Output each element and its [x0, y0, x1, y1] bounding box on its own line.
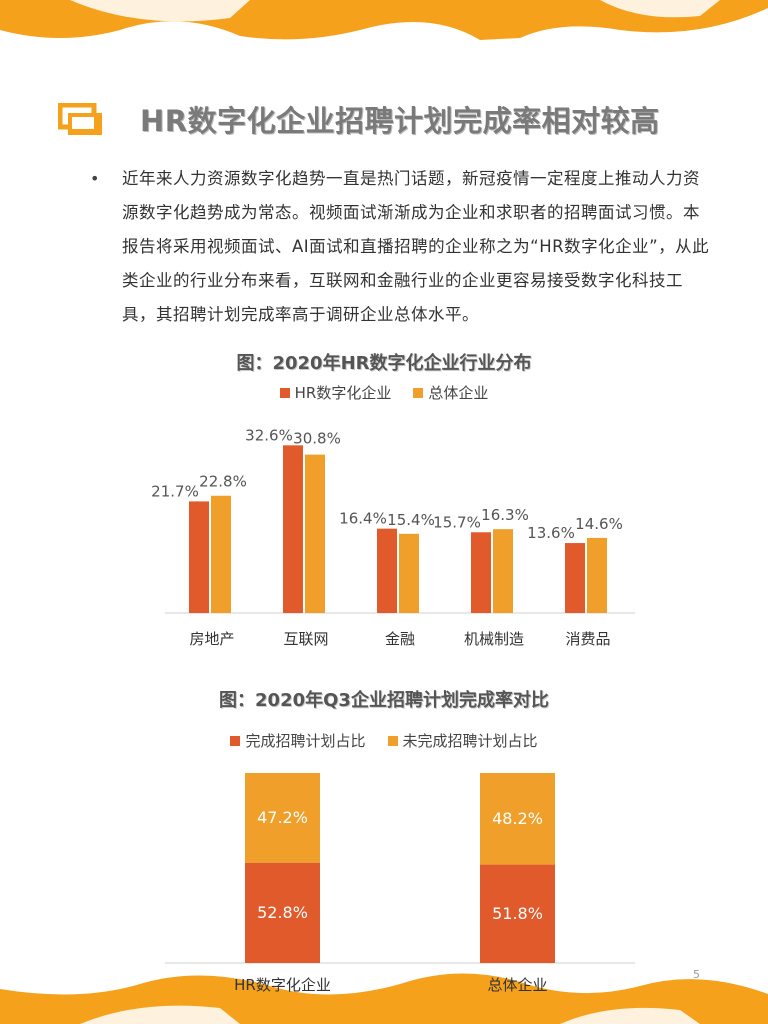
category-label: 金融 — [385, 630, 415, 648]
chat-bubble-icon — [57, 102, 102, 135]
bar-hr — [471, 532, 491, 613]
category-label: 互联网 — [283, 630, 328, 648]
completion-stacked-chart: 52.8% 47.2% HR数字化企业 51.8% 48.2% 总体企业 — [165, 773, 635, 994]
legend-label: 未完成招聘计划占比 — [402, 732, 538, 750]
bar-overall — [211, 495, 231, 613]
paragraph-text: 近年来人力资源数字化趋势一直是热门话题，新冠疫情一定程度上推动人力资源数字化趋势… — [122, 169, 710, 324]
stack-segment-complete — [245, 862, 320, 963]
chart1-legend: HR数字化企业 总体企业 — [0, 382, 768, 403]
data-label: 51.8% — [492, 904, 543, 923]
data-label: 15.4% — [387, 511, 435, 529]
legend-label: 完成招聘计划占比 — [245, 732, 366, 750]
category-label: 总体企业 — [487, 976, 547, 994]
data-label: 32.6% — [245, 426, 293, 444]
stack-segment-complete — [480, 864, 555, 963]
data-label: 16.4% — [339, 510, 387, 528]
stack-segment-incomplete — [480, 773, 555, 865]
legend-label: 总体企业 — [428, 384, 489, 402]
legend-item-overall: 总体企业 — [413, 382, 488, 403]
stack-segment-incomplete — [245, 773, 320, 863]
data-label: 16.3% — [481, 506, 529, 524]
data-label: 13.6% — [527, 524, 575, 542]
category-label: 房地产 — [189, 630, 234, 648]
bullet-marker: • — [90, 169, 100, 188]
page-title: HR数字化企业招聘计划完成率相对较高 — [140, 104, 660, 138]
legend-item-hr: HR数字化企业 — [279, 382, 392, 403]
bar-hr — [283, 445, 303, 613]
data-label: 22.8% — [199, 473, 247, 491]
data-label: 15.7% — [433, 513, 481, 531]
legend-label: HR数字化企业 — [294, 384, 392, 402]
legend-swatch-orange — [413, 387, 424, 398]
legend-swatch-red — [279, 387, 290, 398]
data-label: 30.8% — [293, 430, 341, 448]
bar-overall — [399, 533, 419, 613]
top-decoration — [0, 0, 768, 40]
legend-item-incomplete: 未完成招聘计划占比 — [387, 730, 538, 751]
bar-overall — [587, 537, 607, 613]
bottom-decoration — [0, 973, 768, 1024]
legend-swatch-red — [230, 735, 241, 746]
category-label: 机械制造 — [464, 630, 524, 648]
data-label: 52.8% — [257, 903, 308, 922]
data-label: 47.2% — [257, 808, 308, 827]
category-label: 消费品 — [565, 630, 610, 648]
bar-overall — [493, 529, 513, 613]
bar-overall — [305, 454, 325, 613]
industry-bar-chart: 21.7%22.8% 房地产 32.6% 30.8% 互联网 16.4% 15.4% 金融 15… — [151, 426, 635, 648]
data-label: 14.6% — [575, 515, 623, 533]
legend-swatch-orange — [387, 735, 398, 746]
bar-hr — [565, 543, 585, 613]
data-label: 48.2% — [492, 809, 543, 828]
page-header: HR数字化企业招聘计划完成率相对较高 — [57, 98, 660, 140]
bar-hr — [189, 501, 209, 613]
chart2-title: 图：2020年Q3企业招聘计划完成率对比 — [219, 690, 549, 711]
bar-hr — [377, 528, 397, 613]
chart2-legend: 完成招聘计划占比 未完成招聘计划占比 — [0, 730, 768, 751]
chart1-title: 图：2020年HR数字化企业行业分布 — [236, 353, 532, 374]
page-number: 5 — [693, 968, 700, 981]
legend-item-complete: 完成招聘计划占比 — [230, 730, 366, 751]
data-label: 21.7% — [151, 482, 199, 500]
category-label: HR数字化企业 — [234, 976, 331, 994]
intro-paragraph: • 近年来人力资源数字化趋势一直是热门话题，新冠疫情一定程度上推动人力资源数字化… — [90, 162, 710, 332]
